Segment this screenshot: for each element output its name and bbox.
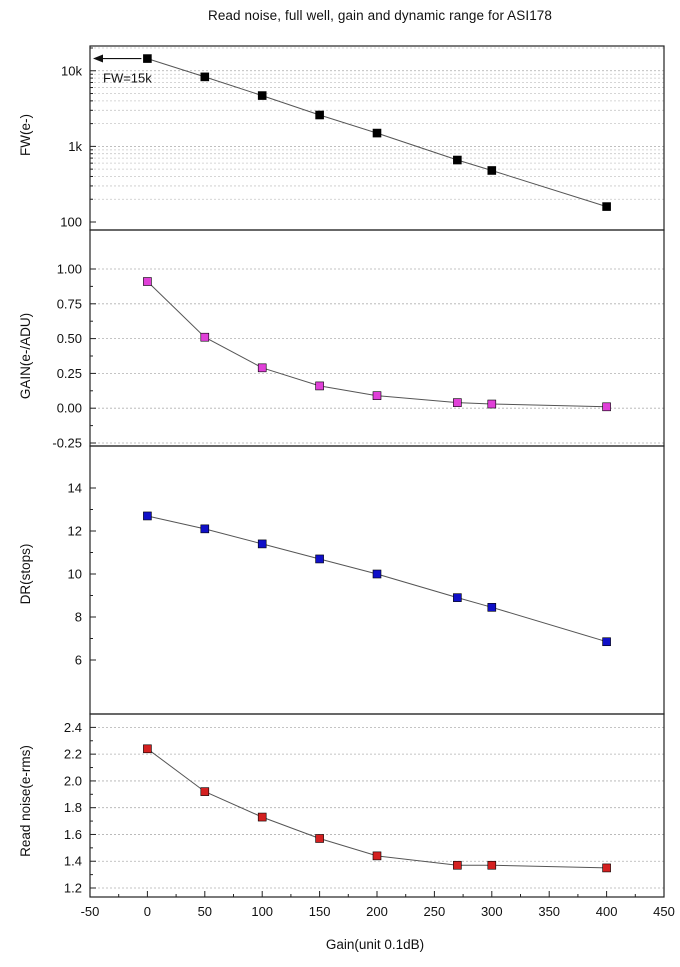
dynamic-range-data-point: [602, 637, 611, 647]
read-noise-y-tick-label: 2.2: [64, 747, 82, 762]
dynamic-range-data-point: [143, 511, 152, 521]
read-noise-data-point: [200, 787, 210, 796]
gain-data-point: [487, 399, 497, 409]
full-well-data-point: [602, 202, 611, 211]
read-noise-y-tick-label: 2.0: [64, 773, 82, 788]
gain-y-tick-label: 0.75: [57, 296, 82, 311]
full-well-data-point: [453, 155, 462, 165]
read-noise-frame: [89, 713, 665, 898]
dynamic-range-y-tick-label: 14: [68, 481, 82, 496]
x-tick-label: 300: [481, 904, 503, 919]
gain-data-point: [453, 398, 462, 407]
x-tick-label: 0: [144, 904, 151, 919]
gain-series-line: [147, 281, 607, 408]
x-tick-label: 250: [424, 904, 446, 919]
dynamic-range-data-point: [315, 554, 324, 564]
full-well-data-point: [315, 110, 324, 120]
full-well-series-line: [147, 58, 607, 208]
read-noise-data-point: [487, 860, 497, 870]
x-tick-label: 350: [538, 904, 560, 919]
x-tick-label: 450: [653, 904, 675, 919]
full-well-y-axis-title: FW(e-): [18, 114, 33, 156]
full-well-y-tick-label: 100: [60, 215, 82, 230]
read-noise-data-point: [257, 812, 267, 822]
read-noise-y-tick-label: 1.2: [64, 881, 82, 896]
dynamic-range-data-point: [257, 539, 267, 549]
full-well-data-point: [200, 72, 210, 82]
text-layer: Gain(unit 0.1dB) 1001k10kFW(e-)FW=15k-0.…: [18, 63, 675, 952]
dynamic-range-frame: [89, 445, 665, 715]
dynamic-range-y-tick-label: 8: [75, 610, 82, 625]
gain-y-tick-label: 1.00: [57, 262, 82, 277]
full-well-y-tick-label: 1k: [68, 139, 82, 154]
dynamic-range-data-point: [372, 569, 382, 579]
gain-data-point: [315, 381, 324, 391]
read-noise-data-point: [143, 744, 152, 754]
gain-data-point: [372, 391, 382, 400]
full-well-annotation-label: FW=15k: [103, 71, 152, 86]
full-well-data-point: [257, 91, 267, 100]
frame-layer: [89, 45, 665, 898]
x-tick-label: 100: [251, 904, 273, 919]
x-tick-label: 400: [596, 904, 618, 919]
gain-y-tick-label: 0.00: [57, 401, 82, 416]
gain-frame: [89, 229, 665, 447]
gain-y-axis-title: GAIN(e-/ADU): [18, 313, 33, 399]
read-noise-y-tick-label: 1.6: [64, 827, 82, 842]
dynamic-range-y-tick-label: 6: [75, 653, 82, 668]
x-axis-title: Gain(unit 0.1dB): [326, 937, 424, 952]
chart-title: Read noise, full well, gain and dynamic …: [207, 8, 553, 23]
full-well-frame: [89, 45, 665, 231]
gain-data-point: [257, 363, 267, 373]
full-well-data-point: [372, 128, 382, 138]
full-well-annotation-arrowhead: [93, 54, 103, 63]
full-well-data-point: [143, 54, 152, 63]
read-noise-y-tick-label: 1.8: [64, 800, 82, 815]
read-noise-data-point: [315, 834, 324, 843]
read-noise-y-tick-label: 2.4: [64, 720, 82, 735]
gain-y-tick-label: 0.50: [57, 331, 82, 346]
full-well-data-point: [487, 166, 497, 175]
x-tick-label: 150: [309, 904, 331, 919]
gain-data-point: [143, 277, 152, 286]
read-noise-y-tick-label: 1.4: [64, 854, 82, 869]
dynamic-range-y-tick-label: 10: [68, 567, 82, 582]
x-tick-label: 50: [198, 904, 212, 919]
full-well-y-tick-label: 10k: [61, 63, 82, 78]
gain-data-point: [200, 332, 210, 342]
gain-y-tick-label: -0.25: [52, 436, 82, 451]
read-noise-series-line: [147, 748, 607, 869]
grid-layer: [90, 47, 664, 889]
x-tick-label: 200: [366, 904, 388, 919]
read-noise-data-point: [372, 851, 382, 861]
read-noise-y-axis-title: Read noise(e-rms): [18, 745, 33, 857]
read-noise-data-point: [453, 860, 462, 870]
dynamic-range-data-point: [200, 524, 210, 534]
dynamic-range-series-line: [147, 515, 607, 643]
dynamic-range-data-point: [453, 593, 462, 602]
gain-data-point: [602, 402, 611, 412]
dynamic-range-data-point: [487, 603, 497, 612]
x-tick-label: -50: [81, 904, 100, 919]
dynamic-range-y-tick-label: 12: [68, 524, 82, 539]
read-noise-data-point: [602, 863, 611, 873]
dynamic-range-y-axis-title: DR(stops): [18, 544, 33, 605]
gain-y-tick-label: 0.25: [57, 366, 82, 381]
data-layer: [93, 54, 611, 873]
